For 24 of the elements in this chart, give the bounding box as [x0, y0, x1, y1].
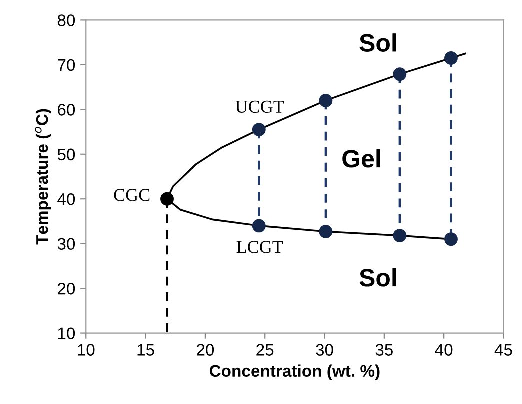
x-tick-label: 40 — [435, 344, 453, 356]
x-tick-label: 45 — [494, 344, 512, 356]
y-tick-label: 60 — [58, 104, 76, 116]
annotation: Gel — [342, 149, 380, 168]
y-tick-label: 50 — [58, 148, 76, 161]
x-tick-label: 10 — [78, 344, 95, 356]
annotation: Sol — [360, 34, 396, 52]
y-tick-label: 20 — [58, 282, 76, 295]
annotation: UCGT — [236, 100, 284, 114]
x-axis-title: Concentration (wt. %) — [210, 364, 380, 380]
x-tick-label: 25 — [256, 344, 274, 356]
y-tick-label: 40 — [58, 194, 76, 206]
x-tick-label: 35 — [376, 344, 393, 356]
annotation: CGC — [114, 189, 150, 202]
annotation: LCGT — [236, 241, 284, 254]
x-tick-label: 30 — [316, 344, 334, 356]
y-tick-label: 10 — [58, 328, 76, 340]
y-tick-label: 30 — [58, 238, 76, 250]
x-tick-label: 15 — [138, 344, 154, 356]
annotation: Sol — [360, 268, 396, 287]
x-tick-label: 20 — [197, 344, 214, 356]
y-axis-title: Temperature ($^{o}$C) — [35, 109, 52, 245]
y-tick-label: 80 — [58, 14, 76, 26]
y-tick-label: 70 — [58, 59, 76, 72]
